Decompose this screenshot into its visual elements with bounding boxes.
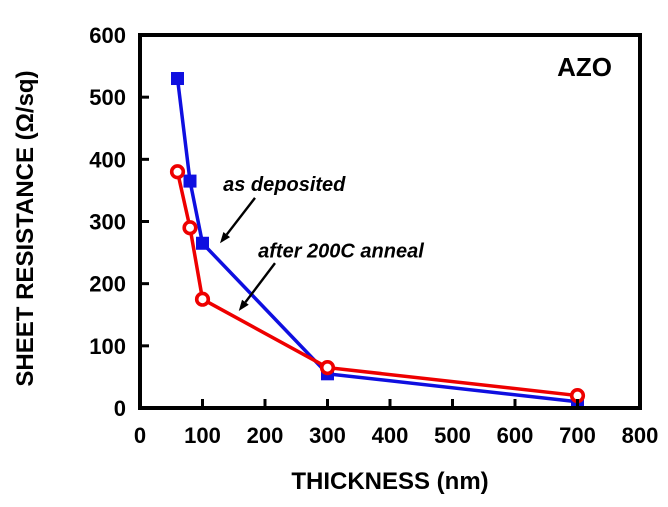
y-axis-title: SHEET RESISTANCE (Ω/sq) [12,70,39,386]
x-tick-label: 700 [559,423,596,448]
y-tick-label: 500 [89,85,126,110]
x-tick-label: 500 [434,423,471,448]
annotation-arrow-line [225,197,256,236]
annotation-arrowhead-icon [220,231,231,244]
y-tick-label: 100 [89,334,126,359]
series-line-after-200c-anneal [175,171,578,398]
x-axis-title: THICKNESS (nm) [291,468,488,495]
plot-border [138,33,642,410]
x-tick-label: 600 [497,423,534,448]
annotation-arrowhead-icon [238,299,249,312]
marker-open-circle-after-200c-anneal [182,220,198,236]
annotation-arrow-line [244,262,276,303]
marker-filled-square-as-deposited [196,236,209,250]
y-tick-label: 600 [89,23,126,48]
series-after-200c-anneal [169,164,586,404]
annotation-label-as-deposited: as deposited [223,174,346,196]
annotation-after-200c-anneal: after 200C anneal [238,241,424,312]
x-tick-label: 0 [134,423,146,448]
chart-title: AZO [557,52,612,82]
annotation-as-deposited: as deposited [220,174,346,244]
x-tick-label: 100 [184,423,221,448]
y-tick-label: 0 [114,396,126,421]
annotation-label-after-200c-anneal: after 200C anneal [258,241,424,263]
y-tick-label: 200 [89,272,126,297]
y-axis: 0 100 200 300 400 500 600 [89,23,149,421]
marker-filled-square-as-deposited [171,72,184,86]
x-tick-label: 800 [622,423,659,448]
marker-open-circle-after-200c-anneal [169,164,186,180]
y-tick-label: 400 [89,147,126,172]
x-axis: 0 100 200 300 400 500 600 700 800 [134,399,658,448]
y-tick-label: 300 [89,210,126,235]
marker-open-circle-after-200c-anneal [194,291,211,307]
x-tick-label: 300 [309,423,346,448]
x-tick-label: 200 [247,423,284,448]
x-tick-label: 400 [372,423,409,448]
marker-open-circle-after-200c-anneal [319,359,336,376]
marker-filled-square-as-deposited [183,174,197,188]
